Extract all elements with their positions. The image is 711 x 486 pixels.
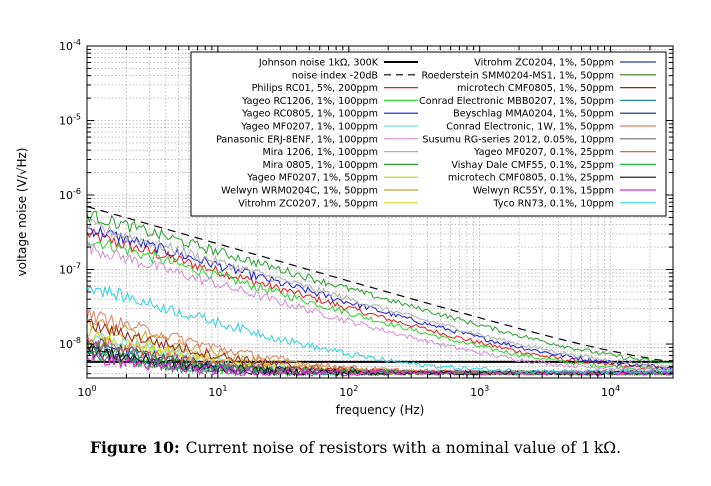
legend-entry-19: Yageo MF0207, 0.1%, 25ppm (473, 147, 614, 158)
legend-box (190, 51, 667, 217)
legend-entry-8: Mira 0805, 1%, 100ppm (263, 160, 379, 171)
legend-entry-9: Yageo MF0207, 1%, 50ppm (246, 173, 378, 184)
legend-entry-0: Johnson noise 1kΩ, 300K (258, 58, 379, 69)
y-tick-label: 10-6 (59, 187, 81, 202)
x-tick-label: 104 (601, 384, 620, 399)
legend-entry-4: Yageo RC0805, 1%, 100ppm (241, 109, 378, 120)
series-line-7 (87, 218, 673, 369)
legend-entry-21: microtech CMF0805, 0.1%, 25ppm (448, 173, 614, 184)
legend-entry-22: Welwyn RC55Y, 0.1%, 15ppm (473, 186, 614, 197)
legend-entry-12: Vitrohm ZC0204, 1%, 50ppm (474, 58, 614, 69)
y-tick-label: 10-4 (59, 38, 81, 53)
legend-entry-5: Yageo MF0207, 1%, 100ppm (240, 122, 378, 133)
x-axis-label: frequency (Hz) (336, 403, 425, 417)
legend-entry-2: Philips RC01, 5%, 200ppm (252, 83, 378, 94)
series-line-3 (87, 238, 673, 372)
series-line-23 (87, 284, 673, 375)
x-tick-label: 102 (339, 384, 358, 399)
legend-entry-6: Panasonic ERJ-8ENF, 1%, 100ppm (216, 134, 378, 145)
x-tick-label: 101 (208, 384, 227, 399)
x-tick-label: 100 (77, 384, 96, 399)
legend-entry-3: Yageo RC1206, 1%, 100ppm (241, 96, 378, 107)
legend-entry-20: Vishay Dale CMF55, 0.1%, 25ppm (451, 160, 614, 171)
y-tick-label: 10-5 (59, 113, 81, 128)
legend-entry-14: microtech CMF0805, 1%, 50ppm (457, 83, 614, 94)
y-tick-label: 10-7 (59, 262, 81, 277)
series-line-8 (87, 210, 673, 364)
legend-entry-15: Conrad Electronic MBB0207, 1%, 50ppm (419, 96, 614, 107)
series-line-1 (87, 206, 673, 363)
series-line-20 (87, 349, 673, 377)
noise-chart: 100 101 102 103 104 10-8 10-7 10-6 10-5 10-4 fre… (15, 38, 674, 417)
legend-entry-18: Susumu RG-series 2012, 0.05%, 10ppm (422, 134, 614, 145)
x-tick-label: 103 (470, 384, 489, 399)
legend-entry-13: Roederstein SMM0204-MS1, 1%, 50ppm (421, 70, 614, 81)
y-axis-label: voltage noise (V/√Hz) (15, 148, 29, 277)
legend-entry-17: Conrad Electronic, 1W, 1%, 50ppm (446, 122, 614, 133)
legend-entry-23: Tyco RN73, 0.1%, 10ppm (492, 198, 614, 209)
legend-entry-11: Vitrohm ZC0207, 1%, 50ppm (238, 198, 378, 209)
legend-entry-1: noise index -20dB (292, 70, 378, 81)
series-line-4 (87, 225, 673, 370)
caption-label: Figure 10: (89, 438, 180, 457)
legend-entry-16: Beyschlag MMA0204, 1%, 50ppm (453, 109, 614, 120)
figure-caption: Figure 10: Current noise of resistors wit… (0, 438, 711, 457)
y-tick-label: 10-8 (59, 336, 81, 351)
x-tick-labels: 100 101 102 103 104 (77, 384, 620, 399)
y-tick-labels: 10-8 10-7 10-6 10-5 10-4 (59, 38, 81, 351)
legend-entry-10: Welwyn WRM0204C, 1%, 50ppm (221, 186, 378, 197)
caption-text: Current noise of resistors with a nomina… (185, 439, 622, 457)
series-group (87, 206, 673, 378)
legend-entry-7: Mira 1206, 1%, 100ppm (263, 147, 379, 158)
series-line-6 (87, 241, 673, 373)
